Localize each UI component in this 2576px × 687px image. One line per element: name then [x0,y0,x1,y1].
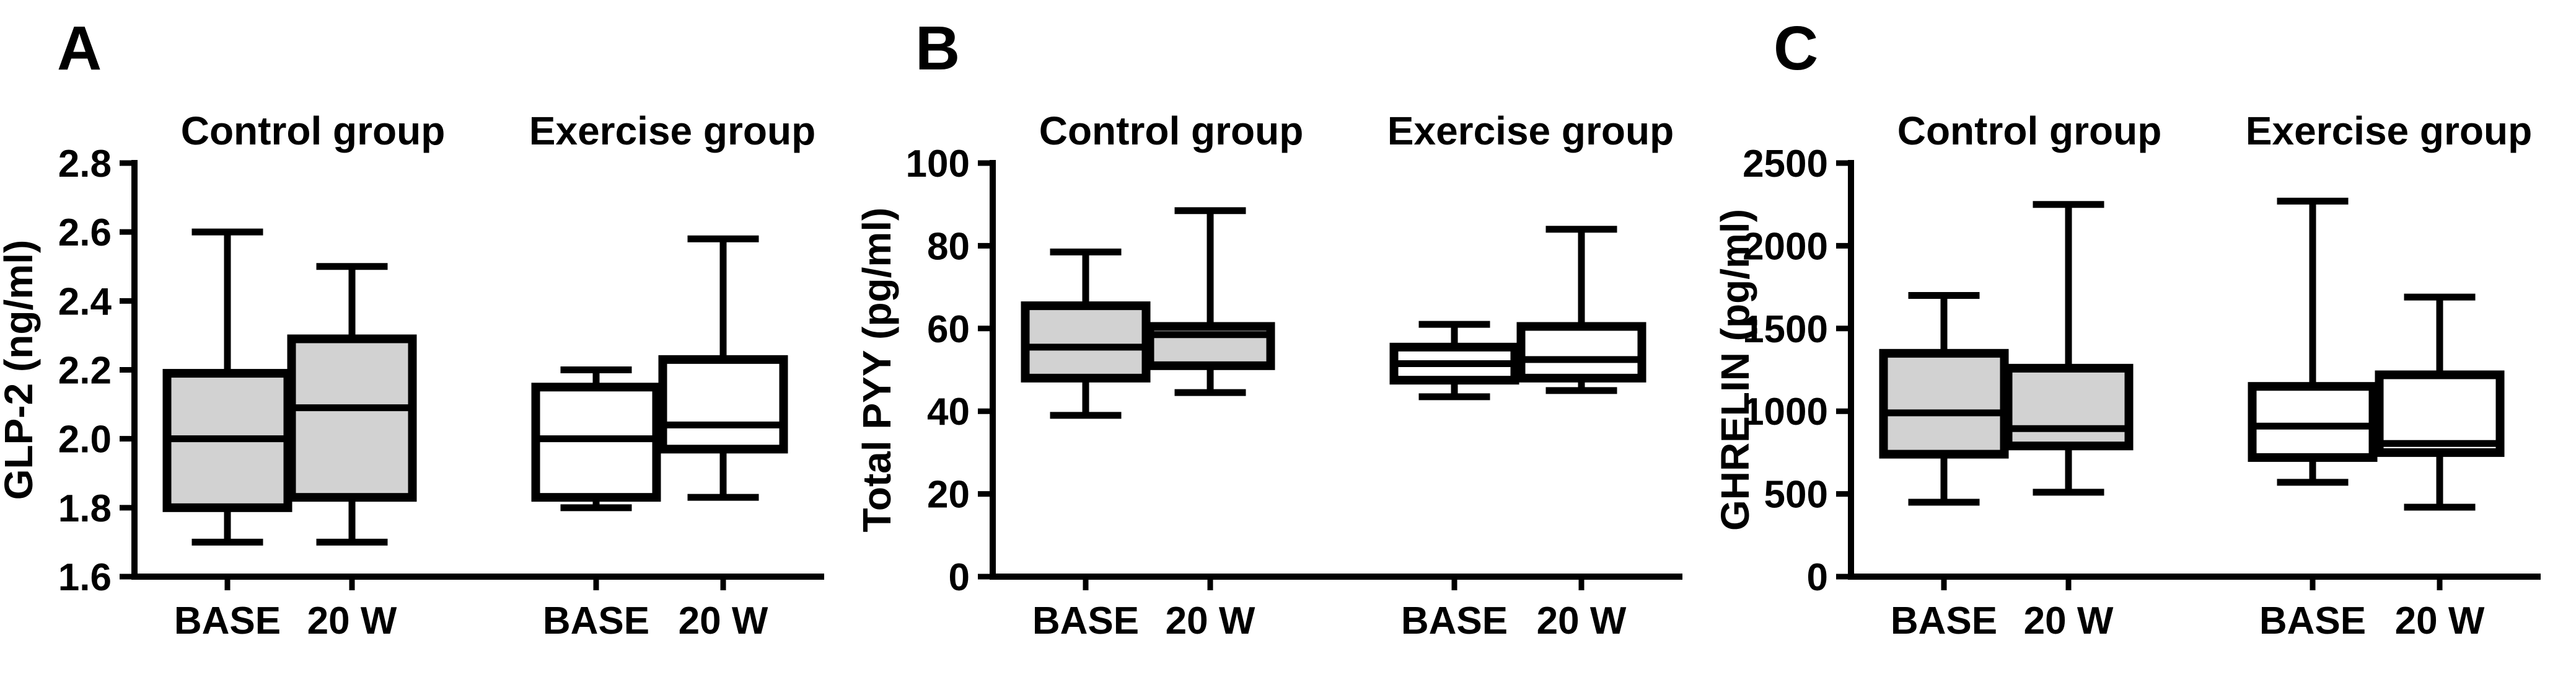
x-tick-label: BASE [1891,600,1997,642]
y-tick-label: 1.6 [58,556,112,599]
box-control-base [1879,348,2009,459]
y-tick-label: 2.0 [58,419,112,461]
group-title: Exercise group [529,109,815,153]
y-axis-label: GLP-2 (ng/ml) [0,240,41,500]
x-tick-label: 20 W [1166,600,1255,642]
box-exercise-base [2248,382,2378,462]
y-tick-label: 80 [927,225,970,268]
y-tick-label: 2.6 [58,211,112,254]
x-tick-label: BASE [543,600,649,642]
y-tick-label: 1.8 [58,487,112,530]
panel-letter: C [1774,14,1818,83]
y-tick-label: 2.4 [58,280,112,323]
y-axis-label: Total PYY (pg/ml) [858,208,899,533]
y-tick-label: 2.8 [58,143,112,185]
box-exercise-base [531,383,661,502]
panel-b-chart: B Total PYY (pg/ml) 0 20 40 60 80 100 Control gr… [858,14,1682,642]
y-tick-label: 20 [927,474,970,516]
box-control-20w [2003,363,2134,451]
y-tick-label: 0 [1807,556,1828,599]
group-title: Control group [1897,109,2162,153]
box-control-20w [287,334,417,502]
box-exercise-20w [1516,322,1646,383]
y-tick-label: 1500 [1743,308,1828,351]
y-axis-label: GHRELIN (pg/ml) [1717,209,1757,531]
x-tick-label: 20 W [1537,600,1627,642]
x-tick-label: 20 W [679,600,768,642]
box-exercise-20w [658,355,788,454]
y-tick-label: 2000 [1743,225,1828,268]
y-tick-label: 1000 [1743,391,1828,433]
x-tick-label: BASE [2259,600,2366,642]
panel-c-chart: C GHRELIN (pg/ml) 0 500 1000 1500 2000 2500 Cont… [1717,14,2541,642]
y-tick-label: 100 [906,143,970,185]
y-tick-label: 0 [949,556,970,599]
y-tick-label: 40 [927,391,970,433]
group-title: Exercise group [2246,109,2532,153]
group-title: Control group [1039,109,1304,153]
x-tick-label: 20 W [2024,600,2114,642]
y-tick-label: 2500 [1743,143,1828,185]
group-title: Control group [181,109,446,153]
y-tick-label: 2.2 [58,350,112,392]
y-tick-label: 60 [927,308,970,351]
box-control-base [1021,301,1151,383]
x-tick-label: 20 W [2395,600,2485,642]
x-tick-label: BASE [174,600,281,642]
y-tick-label: 500 [1764,474,1828,516]
panel-letter: A [57,14,102,83]
panel-letter: B [915,14,960,83]
x-tick-label: 20 W [307,600,397,642]
group-title: Exercise group [1387,109,1674,153]
box-exercise-20w [2375,370,2505,457]
x-tick-label: BASE [1032,600,1139,642]
panel-a-chart: A GLP-2 (ng/ml) 1.6 1.8 2.0 2.2 2.4 2.6 2.8 Contr… [0,14,824,642]
x-tick-label: BASE [1401,600,1508,642]
